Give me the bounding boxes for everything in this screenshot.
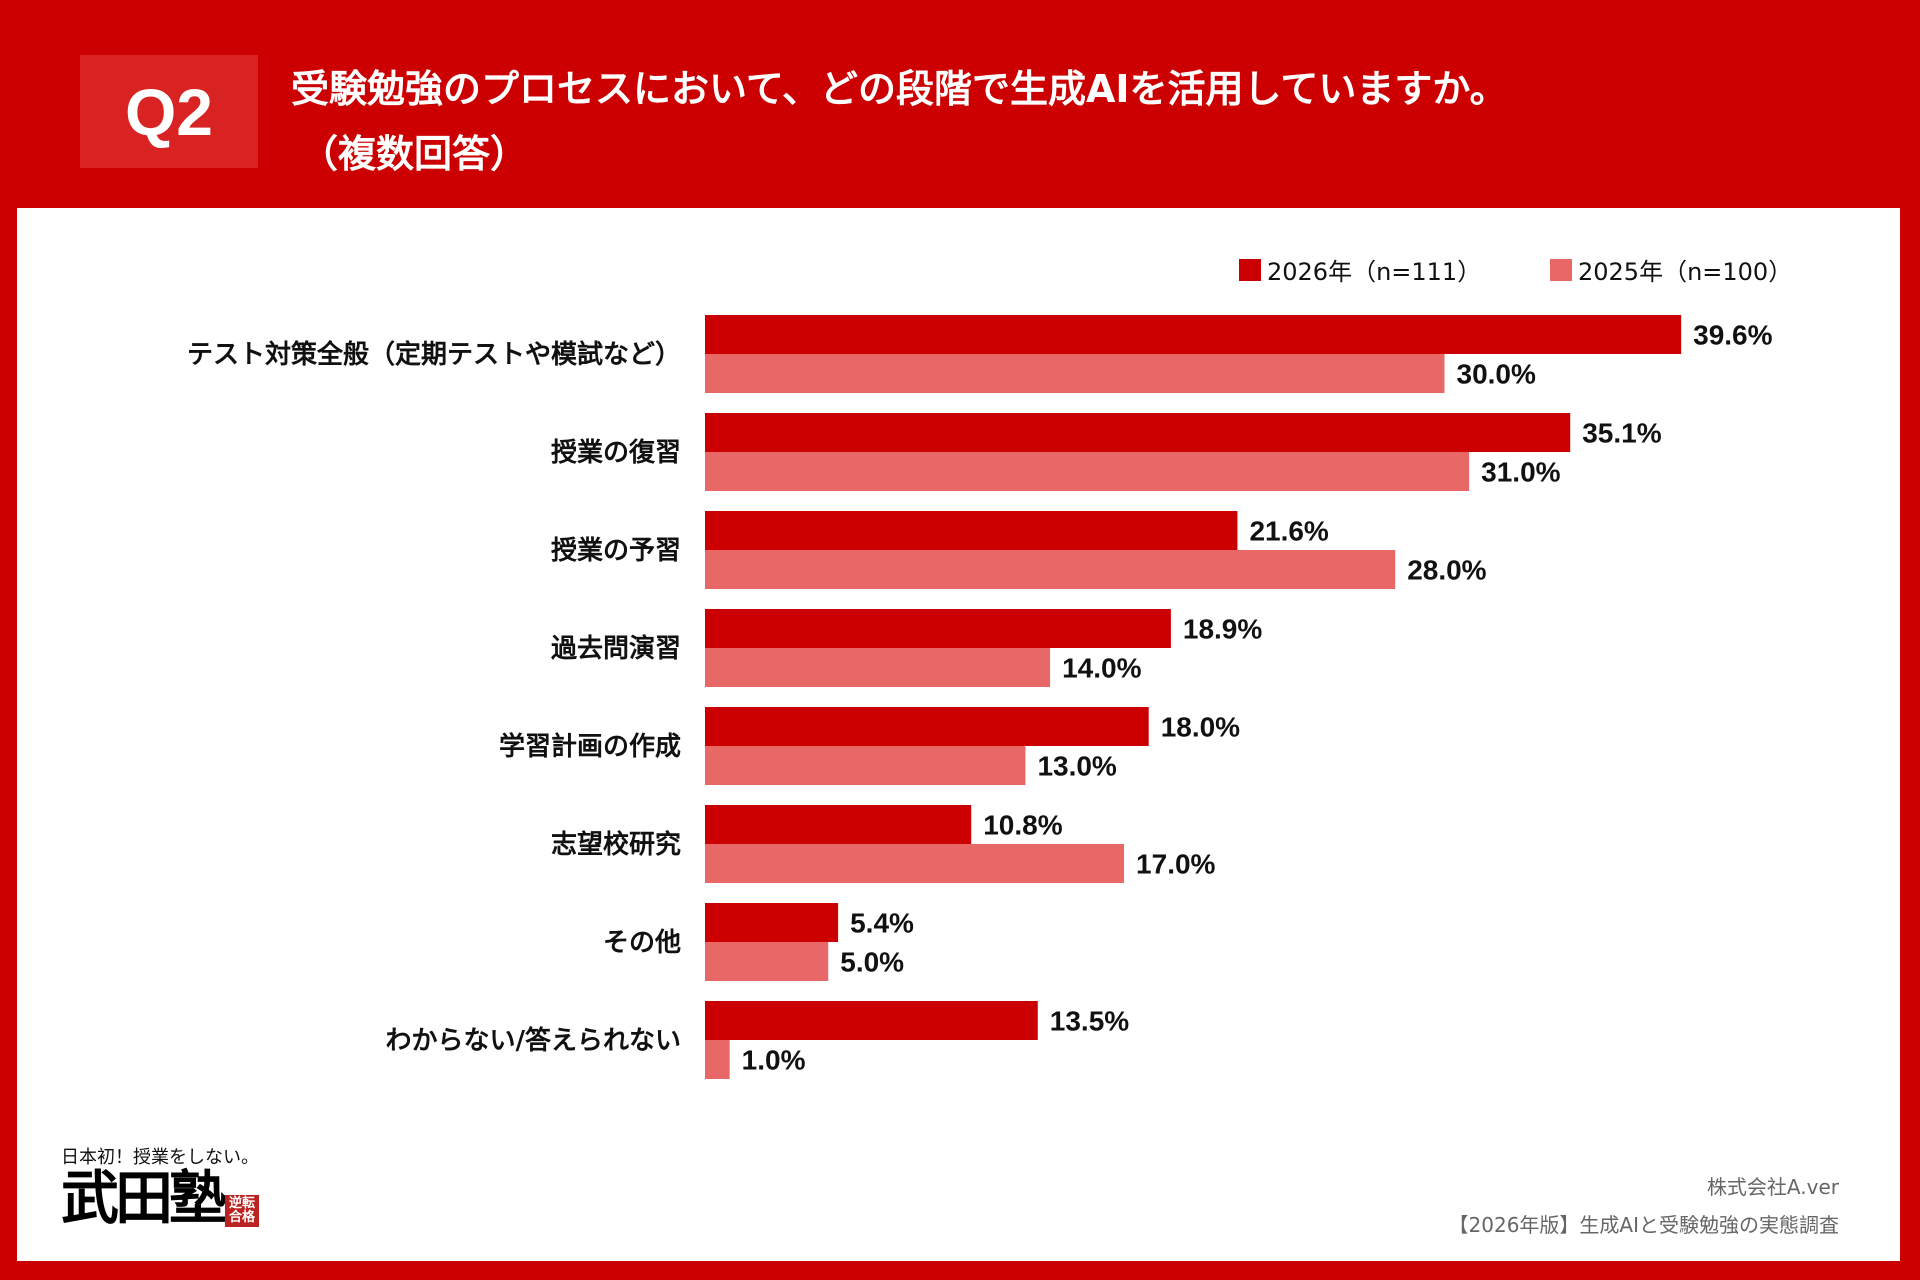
category-label: 学習計画の作成 bbox=[499, 731, 681, 762]
legend-item-2026: 2026年（n=111） bbox=[1239, 252, 1481, 287]
bar-2025 bbox=[705, 942, 829, 981]
legend-swatch-2026 bbox=[1239, 258, 1261, 281]
legend-label-2025: 2025年（n=100） bbox=[1578, 258, 1793, 286]
survey-name: 【2026年版】生成AIと受験勉強の実態調査 bbox=[1448, 1213, 1839, 1237]
chart-title: 受験勉強のプロセスにおいて、どの段階で生成AIを活用していますか。 bbox=[291, 67, 1508, 111]
legend-label-2026: 2026年（n=111） bbox=[1267, 258, 1482, 286]
bar-2025 bbox=[705, 354, 1445, 393]
bar-2026 bbox=[705, 609, 1171, 648]
category-label: わからない/答えられない bbox=[386, 1025, 682, 1056]
data-label: 21.6% bbox=[1249, 516, 1328, 547]
category-label: 志望校研究 bbox=[551, 829, 681, 860]
company-name: 株式会社A.ver bbox=[1706, 1175, 1839, 1199]
legend-item-2025: 2025年（n=100） bbox=[1550, 252, 1792, 287]
bar-2025 bbox=[705, 844, 1125, 883]
logo-name: 武田塾 bbox=[61, 1164, 227, 1232]
chart-subtitle: （複数回答） bbox=[300, 132, 529, 176]
bar-2026 bbox=[705, 805, 972, 844]
data-label: 39.6% bbox=[1693, 320, 1772, 351]
bar-2025 bbox=[705, 452, 1470, 491]
data-label: 10.8% bbox=[983, 810, 1062, 841]
bar-2026 bbox=[705, 903, 839, 942]
data-label: 28.0% bbox=[1407, 555, 1486, 586]
category-label: 過去問演習 bbox=[551, 633, 681, 664]
data-label: 35.1% bbox=[1582, 418, 1661, 449]
data-label: 18.9% bbox=[1183, 614, 1262, 645]
bar-2026 bbox=[705, 707, 1149, 746]
category-label: 授業の予習 bbox=[551, 536, 681, 566]
data-label: 18.0% bbox=[1161, 712, 1240, 743]
logo-wordmark: 武田塾 逆転合格 bbox=[61, 1164, 260, 1232]
data-label: 31.0% bbox=[1481, 457, 1560, 488]
bar-2025 bbox=[705, 1040, 730, 1079]
data-label: 5.4% bbox=[850, 908, 914, 939]
bar-2026 bbox=[705, 1001, 1038, 1040]
bar-2025 bbox=[705, 550, 1396, 589]
data-label: 13.5% bbox=[1050, 1006, 1129, 1037]
data-label: 5.0% bbox=[840, 947, 904, 978]
data-label: 1.0% bbox=[742, 1045, 806, 1076]
bar-2026 bbox=[705, 413, 1571, 452]
question-number-badge: Q2 bbox=[80, 55, 258, 168]
bar-2026 bbox=[705, 511, 1238, 550]
data-label: 17.0% bbox=[1136, 849, 1215, 880]
data-label: 13.0% bbox=[1037, 751, 1116, 782]
takedajuku-logo: 日本初！授業をしない。 武田塾 逆転合格 bbox=[61, 1143, 260, 1232]
bar-2025 bbox=[705, 746, 1026, 785]
category-label: テスト対策全般（定期テストや模試など） bbox=[187, 339, 681, 370]
category-label: 授業の復習 bbox=[551, 437, 681, 468]
bar-2025 bbox=[705, 648, 1051, 687]
logo-seal: 逆転合格 bbox=[225, 1195, 260, 1227]
category-label: その他 bbox=[603, 928, 681, 958]
logo-tagline: 日本初！授業をしない。 bbox=[61, 1147, 259, 1168]
legend-swatch-2025 bbox=[1550, 258, 1572, 281]
bar-2026 bbox=[705, 315, 1682, 354]
data-label: 14.0% bbox=[1062, 653, 1141, 684]
data-label: 30.0% bbox=[1457, 359, 1536, 390]
